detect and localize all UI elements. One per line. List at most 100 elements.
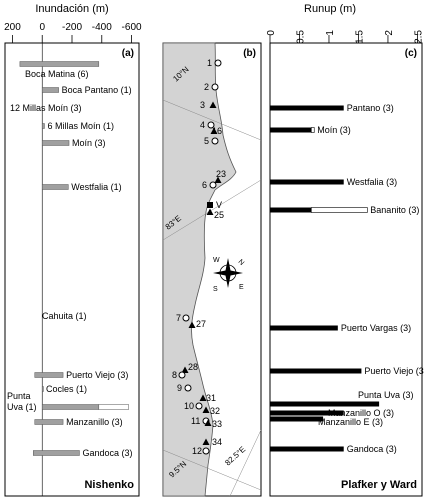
inundation-range-bar	[98, 404, 129, 410]
panel-a-site-label: Punta	[7, 391, 31, 401]
panel-a-labels: Boca Matina (6) Boca Pantano (1) 12 Millas…	[7, 69, 132, 458]
site-triangle-marker	[206, 208, 214, 215]
runup-bar	[270, 416, 324, 422]
panel-c-tick-label: 1.5	[354, 30, 365, 44]
site-circle-marker	[207, 121, 215, 129]
panel-a-title: Inundación (m)	[35, 3, 108, 15]
panel-c-footer: Plafker y Ward	[341, 479, 417, 491]
site-circle-marker	[182, 314, 190, 322]
runup-bar	[270, 325, 338, 331]
panel-a-site-label: Gandoca (3)	[82, 448, 132, 458]
station-square-marker	[207, 202, 213, 208]
runup-bar	[270, 207, 312, 213]
site-circle-marker	[184, 384, 192, 392]
panel-c-site-label: Puerto Vargas (3)	[341, 323, 411, 333]
site-triangle-marker	[209, 101, 217, 108]
site-triangle-marker	[210, 127, 218, 134]
site-number-label: 1	[207, 58, 212, 68]
panel-b-map: 10°N 83°E 9.5°N 82.5°E (b) N E S W 12341…	[162, 42, 262, 497]
inundation-bar	[41, 123, 45, 129]
inundation-bar	[41, 386, 44, 392]
site-number-label: 33	[212, 419, 222, 429]
panel-a-site-label: Boca Pantano (1)	[62, 85, 132, 95]
runup-bar	[270, 368, 362, 374]
runup-bar	[270, 410, 344, 416]
panel-a-site-label: Moín (3)	[72, 138, 106, 148]
panel-c-tick-label: 2	[384, 30, 395, 36]
site-number-label: 8	[172, 370, 177, 380]
panel-c-site-label: Pantano (3)	[347, 103, 394, 113]
site-number-label: 10	[184, 401, 194, 411]
site-number-label: 32	[210, 406, 220, 416]
panel-a-site-label: Manzanillo (3)	[66, 417, 123, 427]
site-number-label: 11	[191, 416, 200, 426]
panel-c-tick-label: 0	[266, 30, 277, 36]
runup-range-bar	[310, 127, 315, 133]
panel-a-site-label: Cahuita (1)	[42, 311, 87, 321]
panel-c-tick-label: 0.5	[295, 30, 306, 44]
site-circle-marker	[202, 447, 210, 455]
runup-bar	[270, 127, 312, 133]
site-circle-marker	[211, 83, 219, 91]
panel-a-site-label: 6 Millas Moín (1)	[47, 121, 114, 131]
panel-c-labels: Pantano (3) Moín (3) Westfalia (3) Bananito…	[317, 103, 424, 454]
latitude-line-10n	[162, 99, 262, 141]
runup-range-bar	[310, 207, 368, 213]
panel-c-site-label: Westfalia (3)	[347, 177, 397, 187]
site-number-label: 23	[216, 169, 226, 179]
runup-bar	[270, 105, 344, 111]
inundation-bar	[41, 140, 70, 146]
compass-e-label: E	[239, 284, 244, 291]
inundation-bar	[41, 184, 69, 190]
site-number-label: 25	[214, 210, 224, 220]
coastline-land	[162, 42, 237, 497]
site-number-label: 27	[196, 319, 206, 329]
site-triangle-marker	[214, 176, 222, 183]
site-circle-marker	[178, 371, 186, 379]
site-circle-marker	[211, 137, 219, 145]
panel-c-x-ticks: 0 0.5 1 1.5 2 2.5	[266, 30, 424, 44]
panel-c-site-label: Punta Uva (3)	[358, 390, 414, 400]
panel-c-runup: Runup (m) 0 0.5 1 1.5 2 2.5 (c) Pantano (3) Mo…	[266, 3, 424, 497]
site-number-label: 12	[192, 446, 202, 456]
inundation-bar	[33, 450, 80, 456]
inundation-bar	[34, 372, 64, 378]
panel-c-bars	[270, 105, 380, 452]
site-number-label: 4	[200, 120, 205, 130]
inundation-bar	[41, 87, 59, 93]
panel-c-letter: (c)	[405, 48, 417, 59]
panel-c-site-label: Puerto Viejo (3)	[364, 366, 424, 376]
site-number-label: 5	[204, 136, 209, 146]
panel-a-frame	[4, 42, 140, 497]
panel-a-site-label: Cocles (1)	[46, 384, 87, 394]
site-number-label: 28	[188, 362, 198, 372]
site-number-label: 2	[204, 82, 209, 92]
compass-n-label: N	[237, 258, 246, 267]
panel-c-tick-label: 2.5	[413, 30, 424, 44]
inundation-bar	[19, 61, 100, 67]
runup-bar	[270, 179, 344, 185]
site-number-label: 9	[177, 383, 182, 393]
runup-bar	[270, 446, 344, 452]
panel-a-letter: (a)	[122, 48, 134, 59]
panel-a-tick-label: -200	[62, 22, 82, 33]
site-triangle-marker	[202, 438, 210, 445]
site-number-label: 6	[202, 180, 207, 190]
panel-a-site-label: 12 Millas Moín (3)	[10, 103, 82, 113]
site-number-label: 31	[206, 393, 216, 403]
panel-a-site-label: Uva (1)	[7, 402, 37, 412]
panel-c-title: Runup (m)	[304, 3, 356, 15]
panel-c-site-label: Manzanillo E (3)	[318, 417, 383, 427]
site-number-label: 7	[176, 313, 181, 323]
panel-a-tick-label: 0	[39, 22, 45, 33]
panel-a-site-label: Westfalia (1)	[71, 182, 121, 192]
panel-a-site-label: Boca Matina (6)	[25, 69, 89, 79]
panel-a-tick-label: 200	[4, 22, 21, 33]
panel-c-tick-label: 1	[325, 30, 336, 36]
site-triangle-marker	[199, 394, 207, 401]
compass-rose-icon: N E S W	[213, 257, 245, 293]
site-triangle-marker	[181, 366, 189, 373]
panel-c-frame	[269, 42, 423, 497]
